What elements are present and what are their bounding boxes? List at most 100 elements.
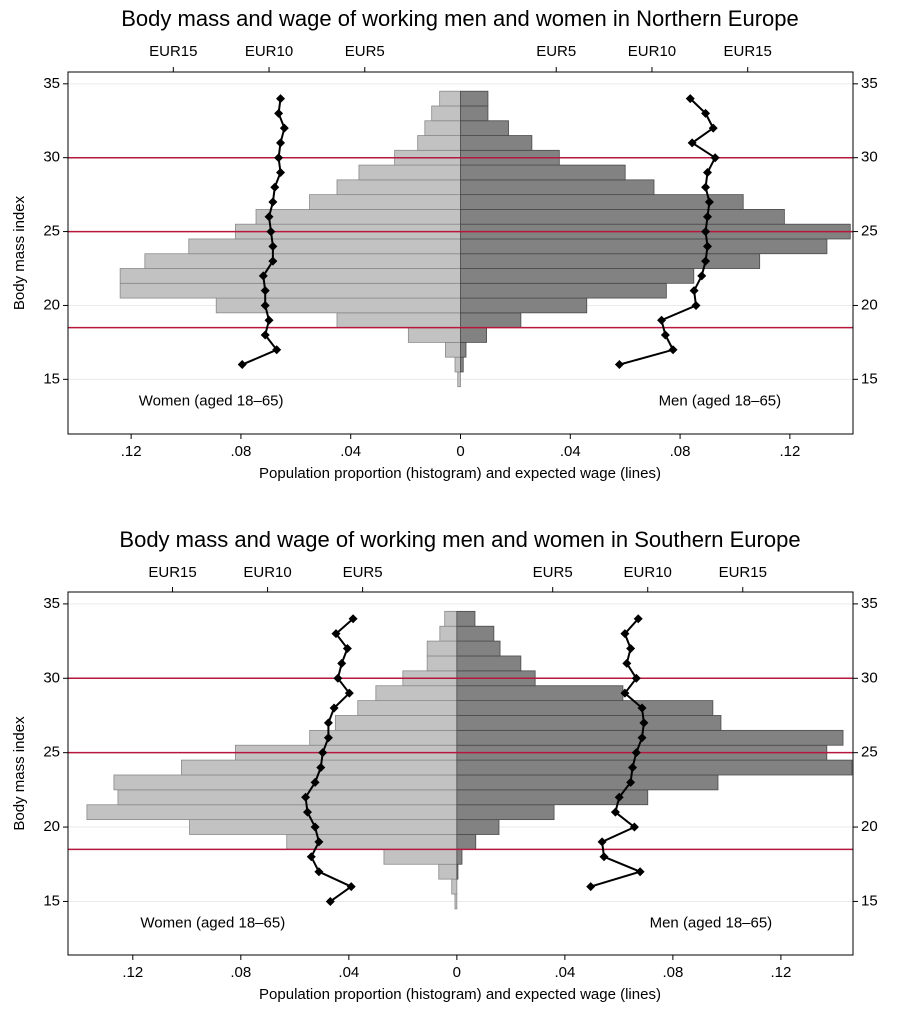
- wage-marker: [710, 153, 720, 163]
- y-tick-label: 35: [43, 75, 60, 92]
- wage-marker: [237, 360, 247, 370]
- wage-marker: [701, 227, 711, 237]
- bar: [426, 655, 458, 672]
- y-tick-label: 20: [43, 296, 60, 313]
- bar: [445, 341, 461, 358]
- wage-marker: [325, 896, 335, 906]
- wage-marker: [323, 733, 333, 743]
- wage-marker: [614, 792, 624, 802]
- bar: [444, 610, 458, 627]
- wage-marker: [260, 300, 270, 310]
- x-tick-label: .08: [662, 964, 683, 981]
- bar: [456, 640, 501, 657]
- x2-tick-label: EUR5: [536, 43, 576, 60]
- wage-marker: [620, 688, 630, 698]
- wage-marker: [599, 852, 609, 862]
- y-tick-label: 20: [861, 296, 878, 313]
- wage-marker: [586, 882, 596, 892]
- bar: [456, 848, 463, 865]
- wage-marker: [637, 733, 647, 743]
- wage-marker: [346, 882, 356, 892]
- wage-marker: [708, 123, 718, 133]
- y-tick-label: 15: [861, 892, 878, 909]
- bar: [286, 834, 458, 850]
- y-tick-label: 20: [861, 818, 878, 835]
- y-tick-label: 35: [861, 75, 878, 92]
- series-label: Men (aged 18–65): [659, 392, 782, 409]
- bar: [460, 238, 828, 255]
- bar: [456, 819, 500, 835]
- x2-tick-label: EUR5: [343, 564, 383, 581]
- wage-marker: [258, 271, 268, 281]
- bar: [439, 90, 461, 107]
- wage-marker: [314, 837, 324, 847]
- bar: [456, 834, 477, 850]
- bar: [188, 238, 461, 255]
- wage-marker: [622, 658, 632, 668]
- y-tick-label: 30: [861, 669, 878, 686]
- bar: [460, 341, 467, 358]
- wage-marker: [639, 718, 649, 728]
- bar: [460, 268, 695, 284]
- bar: [431, 105, 461, 122]
- y-tick-label: 25: [43, 744, 60, 761]
- wage-marker: [635, 867, 645, 877]
- bar: [336, 312, 461, 329]
- bar: [424, 120, 461, 136]
- wage-marker: [323, 718, 333, 728]
- wage-marker: [631, 673, 641, 683]
- x2-tick-label: EUR10: [245, 43, 293, 60]
- wage-marker: [637, 703, 647, 713]
- wage-marker: [697, 271, 707, 281]
- wage-marker: [301, 792, 311, 802]
- x2-tick-label: EUR5: [345, 43, 385, 60]
- wage-marker: [329, 703, 339, 713]
- wage-marker: [348, 614, 358, 624]
- wage-marker: [314, 867, 324, 877]
- bar: [189, 819, 458, 835]
- bar: [113, 774, 458, 791]
- wage-marker: [685, 94, 695, 104]
- bar: [357, 700, 458, 716]
- wage-marker: [276, 167, 286, 177]
- wage-marker: [701, 108, 711, 118]
- wage-marker: [668, 345, 678, 355]
- x2-tick-label: EUR15: [149, 43, 197, 60]
- bar: [456, 804, 555, 821]
- x-tick-label: .12: [779, 443, 800, 460]
- wage-marker: [660, 330, 670, 340]
- bar: [456, 759, 853, 776]
- y-tick-label: 20: [43, 818, 60, 835]
- wage-marker: [270, 182, 280, 192]
- wage-marker: [318, 748, 328, 758]
- wage-marker: [702, 212, 712, 222]
- bar: [456, 655, 522, 672]
- wage-marker: [701, 256, 711, 266]
- x2-tick-label: EUR15: [724, 43, 772, 60]
- y-tick-label: 15: [861, 370, 878, 387]
- bar: [460, 105, 489, 122]
- bar: [119, 282, 461, 299]
- bar: [454, 893, 458, 910]
- bar: [457, 371, 461, 388]
- panel: Body mass and wage of working men and wo…: [11, 6, 878, 482]
- x2-tick-label: EUR15: [148, 564, 196, 581]
- bar: [454, 356, 461, 373]
- bar: [144, 253, 461, 269]
- wage-marker: [276, 94, 286, 104]
- x-tick-label: .12: [122, 964, 143, 981]
- bar: [255, 209, 461, 225]
- wage-marker: [344, 688, 354, 698]
- wage-marker: [268, 241, 278, 251]
- x-tick-label: .08: [670, 443, 691, 460]
- bar: [426, 640, 458, 657]
- bar: [383, 848, 458, 865]
- y-tick-label: 30: [43, 149, 60, 166]
- wage-marker: [274, 108, 284, 118]
- wage-marker: [310, 822, 320, 832]
- wage-marker: [597, 837, 607, 847]
- wage-marker: [687, 138, 697, 148]
- y-tick-label: 25: [861, 744, 878, 761]
